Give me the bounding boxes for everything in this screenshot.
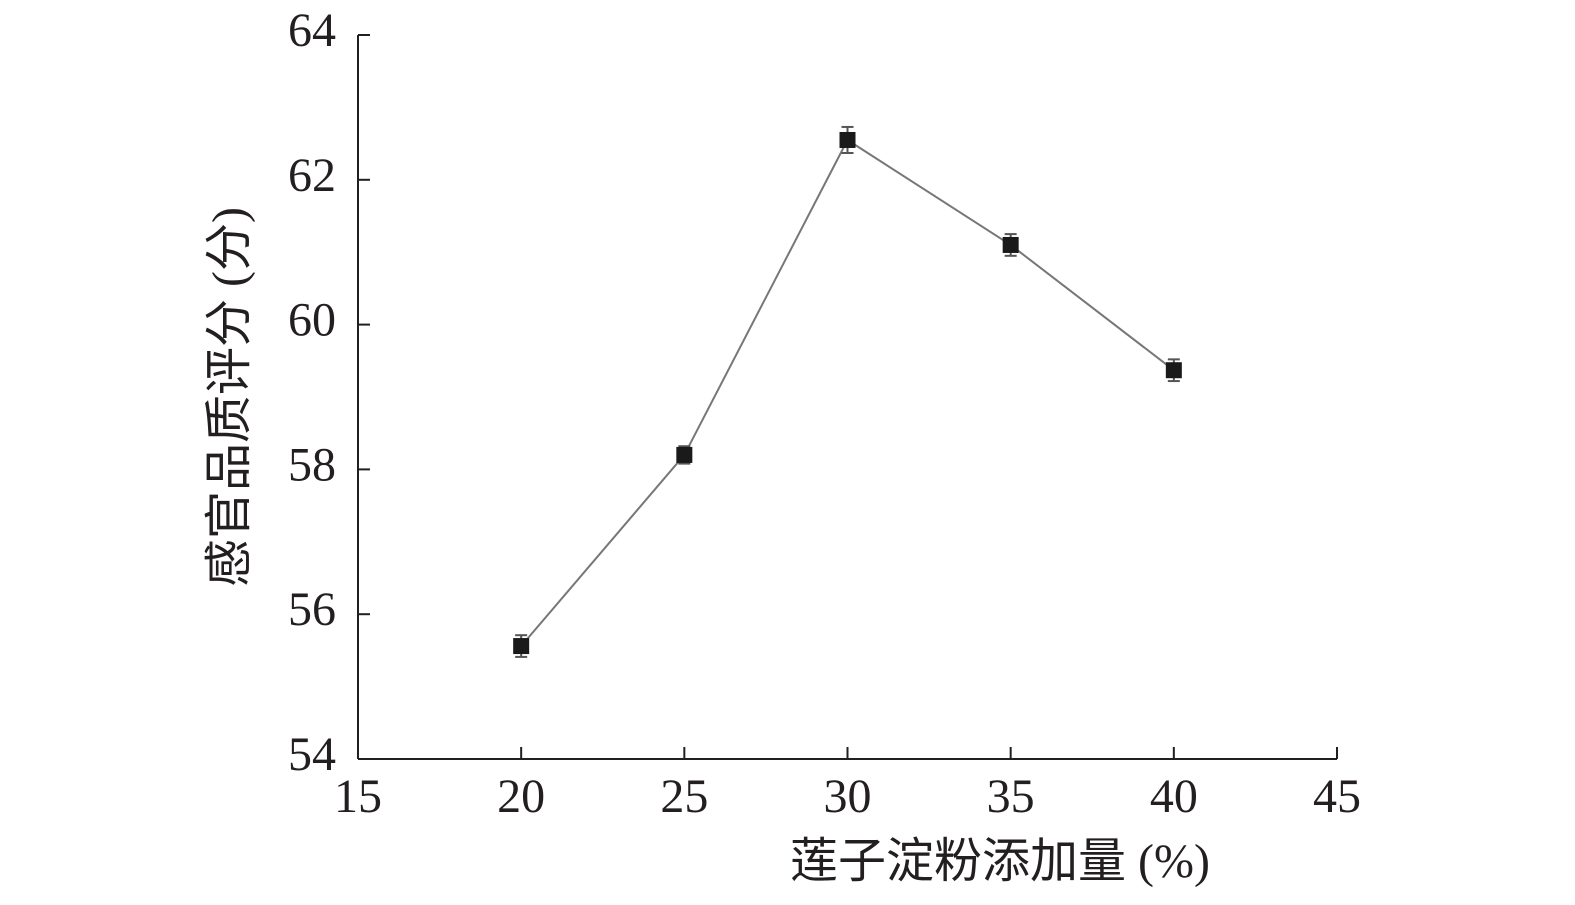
y-axis-label: 感官品质评分 (分) (203, 207, 256, 587)
y-tick-label: 60 (288, 294, 336, 347)
marker (839, 131, 856, 148)
x-tick-label: 40 (1150, 770, 1198, 823)
marker (513, 638, 530, 655)
y-tick-label: 64 (288, 4, 336, 57)
marker (1002, 236, 1019, 253)
x-tick-label: 15 (334, 770, 382, 823)
y-tick-label: 62 (288, 149, 336, 202)
y-tick-label: 58 (288, 438, 336, 491)
marker (1165, 362, 1182, 379)
y-tick-label: 56 (288, 583, 336, 636)
x-tick-label: 25 (660, 770, 708, 823)
marker (676, 446, 693, 463)
x-tick-label: 20 (497, 770, 545, 823)
y-tick-label: 54 (288, 728, 336, 781)
x-axis-label: 莲子淀粉添加量 (%) (790, 835, 1210, 888)
data-line (520, 138, 1175, 647)
x-tick-label: 35 (987, 770, 1035, 823)
x-tick-label: 30 (824, 770, 872, 823)
x-tick-label: 45 (1313, 770, 1361, 823)
